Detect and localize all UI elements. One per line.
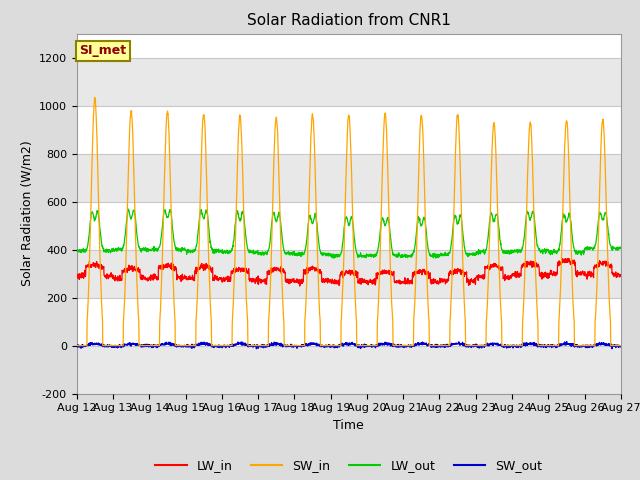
LW_out xyxy=(584,246,592,252)
SW_in xyxy=(376,241,384,247)
SW_out xyxy=(563,339,570,345)
LW_out xyxy=(225,250,232,256)
LW_out xyxy=(124,206,132,212)
SW_out xyxy=(225,344,232,349)
Line: LW_in: LW_in xyxy=(77,258,621,286)
LW_out xyxy=(617,244,625,250)
LW_out xyxy=(570,241,577,247)
Line: LW_out: LW_out xyxy=(77,209,621,258)
LW_in xyxy=(617,272,625,278)
SW_in xyxy=(365,343,372,348)
LW_in xyxy=(365,279,372,285)
SW_in xyxy=(617,343,625,348)
Bar xyxy=(77,250,621,298)
Title: Solar Radiation from CNR1: Solar Radiation from CNR1 xyxy=(247,13,451,28)
Y-axis label: Solar Radiation (W/m2): Solar Radiation (W/m2) xyxy=(20,141,33,287)
SW_out xyxy=(365,343,372,349)
SW_out xyxy=(73,343,81,349)
LW_out xyxy=(508,250,515,256)
LW_out xyxy=(377,226,385,231)
Bar xyxy=(77,154,621,202)
Bar xyxy=(77,346,621,394)
SW_in xyxy=(507,343,515,348)
SW_out xyxy=(507,343,515,348)
LW_in xyxy=(565,255,573,261)
LW_in xyxy=(225,277,232,283)
LW_in xyxy=(570,260,577,266)
SW_in xyxy=(584,343,592,348)
LW_in xyxy=(376,272,384,277)
SW_out xyxy=(376,341,384,347)
LW_in xyxy=(584,273,592,279)
Legend: LW_in, SW_in, LW_out, SW_out: LW_in, SW_in, LW_out, SW_out xyxy=(150,455,547,477)
LW_out xyxy=(365,254,372,260)
SW_in xyxy=(91,95,99,100)
LW_in xyxy=(73,273,81,278)
LW_in xyxy=(507,276,515,281)
Line: SW_in: SW_in xyxy=(77,97,621,346)
X-axis label: Time: Time xyxy=(333,419,364,432)
SW_out xyxy=(584,344,592,350)
LW_out xyxy=(73,248,81,254)
Bar xyxy=(77,58,621,106)
LW_out xyxy=(330,255,338,261)
SW_out xyxy=(617,344,625,349)
Line: SW_out: SW_out xyxy=(77,342,621,348)
SW_in xyxy=(73,343,81,348)
SW_out xyxy=(253,346,260,351)
SW_in xyxy=(569,298,577,304)
LW_in xyxy=(296,283,303,289)
SW_out xyxy=(570,342,577,348)
Text: SI_met: SI_met xyxy=(79,44,127,58)
SW_in xyxy=(225,343,232,348)
